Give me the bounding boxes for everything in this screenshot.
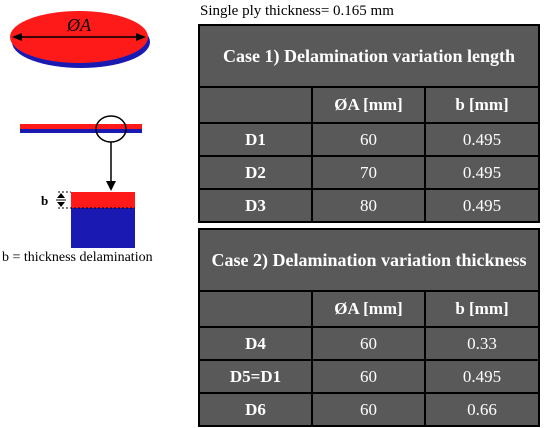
detail-arrow-head: [106, 181, 116, 191]
disk-label: ØA: [66, 15, 92, 35]
case2-header-diameter: ØA [mm]: [311, 290, 426, 328]
strip-top-layer: [20, 124, 142, 129]
case2-header-b: b [mm]: [424, 290, 540, 328]
table-row: D1 60 0.495: [198, 122, 540, 157]
row-diameter: 60: [311, 122, 426, 157]
row-b: 0.66: [424, 392, 540, 427]
b-label: b: [41, 193, 48, 208]
case1-header-diameter: ØA [mm]: [311, 86, 426, 124]
row-diameter: 80: [311, 188, 426, 223]
strip-bottom-layer: [20, 129, 142, 133]
row-label: D3: [198, 188, 313, 223]
diameter-arrow-left: [12, 33, 22, 41]
row-label: D1: [198, 122, 313, 157]
row-diameter: 60: [311, 326, 426, 361]
row-diameter: 60: [311, 359, 426, 394]
case1-title-row: Case 1) Delamination variation length: [198, 24, 540, 88]
row-diameter: 70: [311, 155, 426, 190]
b-arrow-down: [57, 202, 65, 207]
case1-header-b: b [mm]: [424, 86, 540, 124]
row-b: 0.495: [424, 359, 540, 394]
case2-table: Case 2) Delamination variation thickness…: [198, 228, 540, 427]
table-row: D3 80 0.495: [198, 188, 540, 223]
diameter-arrow-right: [136, 33, 146, 41]
ply-thickness-label: Single ply thickness= 0.165 mm: [200, 3, 394, 19]
detail-red-layer: [71, 192, 135, 208]
table-row: D6 60 0.66: [198, 392, 540, 427]
row-diameter: 60: [311, 392, 426, 427]
row-label: D4: [198, 326, 313, 361]
case1-header-row: ØA [mm] b [mm]: [198, 86, 540, 124]
row-b: 0.33: [424, 326, 540, 361]
row-b: 0.495: [424, 122, 540, 157]
case1-header-blank: [198, 86, 313, 124]
b-arrow-up: [57, 193, 65, 198]
row-label: D5=D1: [198, 359, 313, 394]
row-b: 0.495: [424, 155, 540, 190]
case2-title-row: Case 2) Delamination variation thickness: [198, 228, 540, 292]
case1-table: Case 1) Delamination variation length ØA…: [198, 24, 540, 223]
case2-header-row: ØA [mm] b [mm]: [198, 290, 540, 328]
b-caption: b = thickness delamination: [2, 250, 153, 265]
detail-blue-layer: [71, 208, 135, 248]
row-label: D2: [198, 155, 313, 190]
delamination-diagram: ØA b: [10, 11, 150, 248]
table-row: D5=D1 60 0.495: [198, 359, 540, 394]
row-label: D6: [198, 392, 313, 427]
case2-header-blank: [198, 290, 313, 328]
case2-title: Case 2) Delamination variation thickness: [198, 228, 540, 292]
table-row: D2 70 0.495: [198, 155, 540, 190]
table-row: D4 60 0.33: [198, 326, 540, 361]
case1-title: Case 1) Delamination variation length: [198, 24, 540, 88]
row-b: 0.495: [424, 188, 540, 223]
